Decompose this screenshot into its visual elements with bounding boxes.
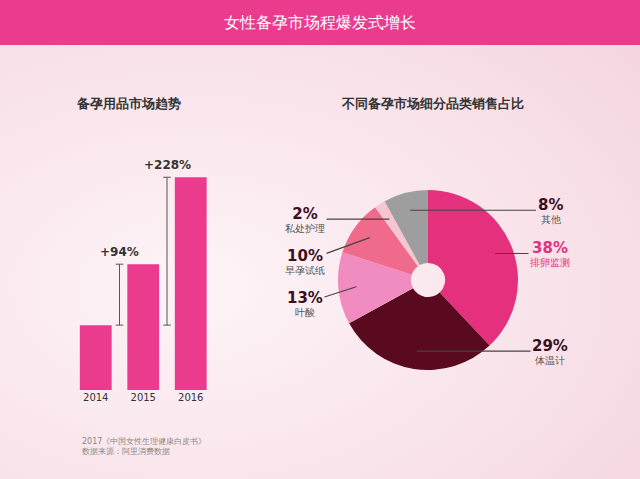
svg-text:不同备孕市场细分品类销售占比: 不同备孕市场细分品类销售占比 [341, 96, 524, 111]
svg-text:10%早孕试纸: 10%早孕试纸 [285, 247, 325, 276]
svg-text:29%体温计: 29%体温计 [532, 337, 568, 366]
svg-text:备孕用品市场趋势: 备孕用品市场趋势 [76, 96, 181, 111]
svg-text:2%私处护理: 2%私处护理 [285, 205, 325, 234]
svg-text:2014: 2014 [83, 392, 108, 403]
svg-text:2016: 2016 [178, 392, 203, 403]
svg-text:2015: 2015 [131, 392, 156, 403]
svg-text:+94%: +94% [100, 245, 139, 259]
svg-text:38%排卵监测: 38%排卵监测 [530, 239, 570, 268]
svg-text:13%叶酸: 13%叶酸 [287, 289, 323, 318]
svg-text:8%其他: 8%其他 [538, 196, 563, 225]
svg-text:+228%: +228% [144, 158, 191, 172]
svg-text:2017《中国女性生理健康白皮书》数据来源：阿里消费数据: 2017《中国女性生理健康白皮书》数据来源：阿里消费数据 [82, 437, 206, 456]
svg-text:女性备孕市场程爆发式增长: 女性备孕市场程爆发式增长 [224, 13, 416, 32]
